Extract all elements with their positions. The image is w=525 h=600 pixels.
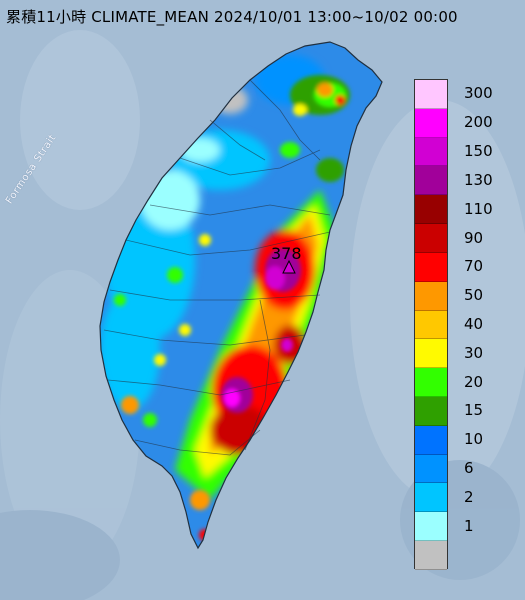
legend-swatch — [415, 80, 447, 109]
legend-swatch — [415, 339, 447, 369]
legend-label: 110 — [464, 199, 493, 218]
legend-swatch — [415, 252, 447, 282]
legend-label: 300 — [464, 84, 493, 103]
legend-swatch — [415, 425, 447, 455]
legend-label: 70 — [464, 257, 484, 276]
legend-swatch — [415, 281, 447, 311]
legend-label: 10 — [464, 430, 484, 449]
legend-label: 130 — [464, 170, 493, 189]
legend-swatch — [415, 310, 447, 340]
legend-swatch — [415, 108, 447, 138]
legend-label: 15 — [464, 401, 484, 420]
legend-label: 90 — [464, 228, 484, 247]
rainfall-legend — [414, 79, 448, 570]
legend-swatch — [415, 368, 447, 397]
legend-swatch — [415, 224, 447, 253]
legend-label: 200 — [464, 113, 493, 132]
map-title: 累積11小時 CLIMATE_MEAN 2024/10/01 13:00~10/… — [6, 8, 458, 26]
legend-swatch — [415, 195, 447, 225]
legend-swatch — [415, 137, 447, 167]
legend-label: 30 — [464, 343, 484, 362]
legend-swatch — [415, 396, 447, 426]
legend-label: 2 — [464, 487, 474, 506]
rainfall-legend-labels: 300 200 150 130 110 90 70 50 40 30 20 15 10 6 2 1 — [464, 79, 514, 569]
legend-label: 50 — [464, 286, 484, 305]
legend-label: 150 — [464, 142, 493, 161]
legend-label: 6 — [464, 459, 474, 478]
legend-label: 20 — [464, 372, 484, 391]
legend-swatch — [415, 454, 447, 484]
legend-label: 1 — [464, 516, 474, 535]
max-rainfall-marker — [282, 259, 296, 274]
legend-swatch — [415, 166, 447, 196]
legend-swatch — [415, 541, 447, 570]
legend-swatch — [415, 512, 447, 541]
legend-swatch — [415, 483, 447, 513]
max-rainfall-label: 378 — [271, 244, 302, 263]
legend-label: 40 — [464, 315, 484, 333]
